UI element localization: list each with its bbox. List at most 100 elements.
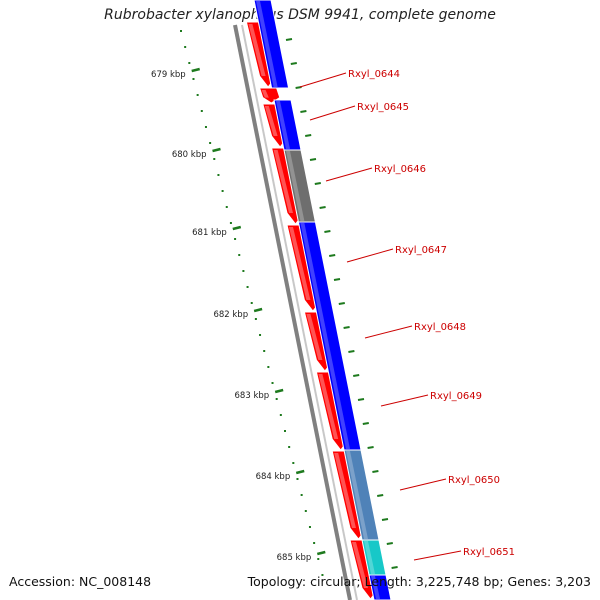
scale-dot bbox=[229, 222, 232, 224]
scale-dot bbox=[196, 94, 199, 96]
scale-major-tick bbox=[253, 307, 263, 313]
scale-dot bbox=[250, 302, 253, 304]
scale-dot bbox=[221, 190, 224, 192]
scale-dot bbox=[308, 526, 311, 528]
forward-gene-highlight bbox=[273, 150, 293, 213]
scale-dot bbox=[238, 254, 241, 256]
scale-dot bbox=[275, 398, 278, 400]
scale-dot bbox=[188, 62, 191, 64]
scale-dot bbox=[217, 174, 220, 176]
scale-dot bbox=[184, 46, 187, 48]
scale-dot bbox=[263, 350, 266, 352]
lane-tick-mark bbox=[305, 134, 312, 137]
scale-dot bbox=[321, 574, 324, 576]
scale-dot bbox=[225, 206, 228, 208]
scale-dot bbox=[296, 478, 299, 480]
reverse-gene-block bbox=[253, 0, 290, 89]
scale-dot bbox=[246, 286, 249, 288]
reverse-gene-highlight bbox=[371, 576, 380, 599]
scale-dot bbox=[254, 318, 257, 320]
lane-tick-mark bbox=[362, 422, 369, 425]
gene-label: Rxyl_0644 bbox=[348, 69, 400, 80]
lane-tick-mark bbox=[357, 398, 365, 401]
forward-gene-highlight bbox=[248, 24, 266, 76]
genome-info-label: Topology: circular; Length: 3,225,748 bp… bbox=[247, 574, 591, 589]
forward-gene-highlight bbox=[318, 374, 339, 439]
scale-tick-label: 680 kbp bbox=[172, 150, 207, 160]
scale-major-tick bbox=[232, 225, 242, 231]
scale-dot bbox=[209, 142, 212, 144]
scale-tick-label: 684 kbp bbox=[256, 472, 291, 482]
reverse-gene-highlight bbox=[276, 101, 290, 149]
gene-label-leader bbox=[309, 105, 356, 121]
lane-tick-mark bbox=[367, 446, 374, 449]
scale-dot bbox=[317, 558, 320, 560]
lane-tick-mark bbox=[386, 542, 393, 545]
gene-label-leader bbox=[299, 72, 347, 88]
reverse-gene-highlight bbox=[256, 1, 278, 87]
lane-tick-mark bbox=[309, 158, 317, 161]
gene-label: Rxyl_0646 bbox=[374, 164, 426, 175]
gene-label-leader bbox=[346, 248, 394, 263]
lane-tick-mark bbox=[353, 374, 360, 377]
reverse-gene-highlight bbox=[346, 451, 368, 539]
lane-tick-mark bbox=[290, 62, 297, 65]
gene-label: Rxyl_0650 bbox=[448, 475, 500, 486]
forward-gene-highlight bbox=[261, 90, 269, 98]
reverse-gene-highlight bbox=[364, 541, 375, 574]
forward-gene-highlight bbox=[264, 106, 278, 136]
scale-major-tick bbox=[191, 67, 201, 73]
lane-tick-mark bbox=[333, 278, 341, 281]
accession-label: Accession: NC_008148 bbox=[9, 574, 152, 589]
scale-dot bbox=[288, 446, 291, 448]
gene-label: Rxyl_0651 bbox=[463, 547, 515, 558]
lane-tick-mark bbox=[343, 326, 350, 329]
lane-tick-mark bbox=[319, 206, 326, 209]
gene-label: Rxyl_0647 bbox=[395, 245, 447, 256]
gene-label: Rxyl_0645 bbox=[357, 102, 409, 113]
scale-tick-label: 681 kbp bbox=[192, 228, 227, 238]
lane-tick-mark bbox=[324, 230, 331, 233]
scale-dot bbox=[271, 382, 274, 384]
scale-dot bbox=[313, 542, 316, 544]
scale-dot bbox=[242, 270, 245, 272]
reverse-gene-highlight bbox=[286, 151, 305, 221]
forward-gene-highlight bbox=[352, 542, 368, 588]
lane-tick-mark bbox=[381, 518, 389, 521]
scale-major-tick bbox=[274, 388, 284, 394]
backbone-shadow-line bbox=[241, 24, 358, 600]
lane-tick-mark bbox=[329, 254, 336, 257]
lane-tick-mark bbox=[338, 302, 345, 305]
gene-label-leader bbox=[380, 394, 429, 407]
lane-tick-mark bbox=[314, 182, 321, 185]
lane-tick-mark bbox=[285, 38, 293, 41]
lane-tick-mark bbox=[372, 470, 379, 473]
gene-label: Rxyl_0648 bbox=[414, 322, 466, 333]
scale-dot bbox=[304, 510, 307, 512]
scale-dot bbox=[300, 494, 303, 496]
lane-tick-mark bbox=[391, 566, 398, 569]
scale-tick-label: 679 kbp bbox=[151, 70, 186, 80]
gene-label-leader bbox=[399, 478, 447, 491]
scale-dot bbox=[292, 462, 295, 464]
scale-dot bbox=[279, 414, 282, 416]
lane-tick-mark bbox=[300, 110, 307, 113]
map-title: Rubrobacter xylanophilus DSM 9941, compl… bbox=[104, 7, 496, 23]
scale-tick-label: 683 kbp bbox=[235, 391, 270, 401]
lane-tick-mark bbox=[377, 494, 384, 497]
scale-dot bbox=[267, 366, 270, 368]
reverse-gene-block bbox=[368, 574, 392, 600]
scale-dot bbox=[204, 126, 207, 128]
backbone-line bbox=[233, 24, 352, 600]
scale-dot bbox=[192, 78, 195, 80]
reverse-gene-highlight bbox=[300, 223, 350, 449]
scale-major-tick bbox=[295, 469, 305, 475]
forward-gene-highlight bbox=[289, 227, 311, 300]
forward-gene-highlight bbox=[334, 453, 356, 528]
scale-dot bbox=[200, 110, 203, 112]
gene-label-leader bbox=[364, 325, 413, 339]
scale-major-tick bbox=[212, 147, 221, 153]
scale-dot bbox=[284, 430, 286, 432]
gene-label-leader bbox=[413, 550, 462, 561]
